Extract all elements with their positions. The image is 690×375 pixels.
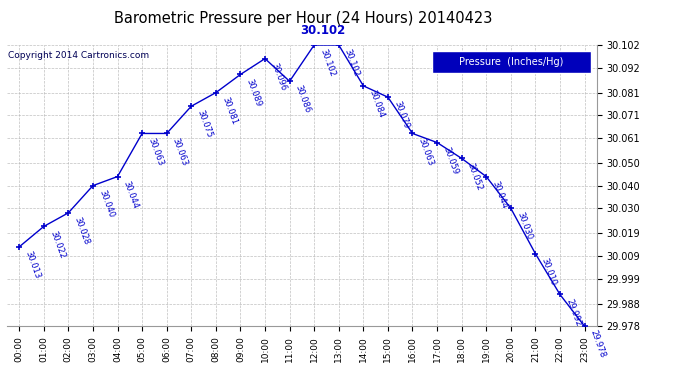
Text: Pressure  (Inches/Hg): Pressure (Inches/Hg): [459, 57, 564, 67]
Text: 30.081: 30.081: [220, 95, 239, 126]
Text: 30.063: 30.063: [417, 136, 435, 167]
Text: Barometric Pressure per Hour (24 Hours) 20140423: Barometric Pressure per Hour (24 Hours) …: [115, 11, 493, 26]
Text: 30.086: 30.086: [294, 84, 312, 115]
Text: 29.978: 29.978: [589, 329, 607, 360]
Text: 30.013: 30.013: [23, 250, 42, 280]
Text: 30.030: 30.030: [515, 211, 533, 242]
Text: 30.059: 30.059: [441, 145, 460, 176]
Text: 30.102: 30.102: [318, 48, 337, 78]
Text: 30.096: 30.096: [269, 62, 288, 92]
Text: 30.040: 30.040: [97, 188, 115, 219]
Text: 30.052: 30.052: [466, 161, 484, 192]
Text: 30.102: 30.102: [343, 48, 362, 78]
Text: 30.089: 30.089: [244, 77, 263, 108]
Text: 30.010: 30.010: [540, 256, 558, 287]
Text: 29.992: 29.992: [564, 297, 582, 327]
Text: 30.028: 30.028: [72, 216, 91, 246]
Text: 30.079: 30.079: [392, 100, 411, 130]
Text: 30.075: 30.075: [195, 109, 214, 140]
Text: 30.044: 30.044: [491, 179, 509, 210]
Text: 30.063: 30.063: [171, 136, 189, 167]
Text: 30.084: 30.084: [368, 88, 386, 119]
Text: 30.063: 30.063: [146, 136, 165, 167]
Text: 30.102: 30.102: [300, 24, 346, 37]
Text: 30.022: 30.022: [48, 229, 66, 260]
FancyBboxPatch shape: [432, 51, 591, 73]
Text: 30.044: 30.044: [121, 179, 140, 210]
Text: Copyright 2014 Cartronics.com: Copyright 2014 Cartronics.com: [8, 51, 149, 60]
